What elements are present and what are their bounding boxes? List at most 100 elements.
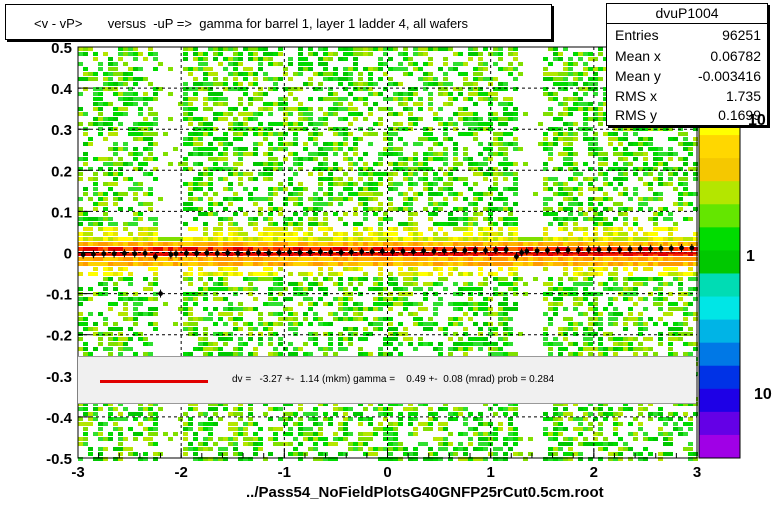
heatmap-cell [333, 412, 338, 416]
heatmap-cell [303, 117, 308, 121]
heatmap-cell [493, 132, 498, 136]
heatmap-cell [338, 127, 343, 131]
heatmap-cell [188, 402, 193, 406]
heatmap-cell [148, 227, 153, 231]
heatmap-cell [513, 107, 518, 111]
heatmap-cell [243, 127, 248, 131]
heatmap-cell [268, 172, 273, 176]
heatmap-cell [368, 197, 373, 201]
heatmap-cell [113, 337, 118, 341]
heatmap-cell [108, 57, 113, 61]
heatmap-cell [88, 262, 93, 266]
heatmap-cell [383, 447, 388, 451]
heatmap-cell [143, 297, 148, 301]
heatmap-cell [323, 262, 328, 266]
heatmap-cell [348, 277, 353, 281]
heatmap-cell [128, 102, 133, 106]
heatmap-cell [343, 337, 348, 341]
heatmap-cell [623, 337, 628, 341]
heatmap-cell [83, 412, 88, 416]
heatmap-cell [438, 347, 443, 351]
heatmap-cell [243, 107, 248, 111]
heatmap-cell [303, 62, 308, 66]
heatmap-cell [293, 282, 298, 286]
heatmap-cell [588, 142, 593, 146]
heatmap-cell [193, 457, 198, 461]
heatmap-cell [603, 402, 608, 406]
heatmap-cell [578, 87, 583, 91]
heatmap-cell [273, 167, 278, 171]
heatmap-cell [343, 197, 348, 201]
heatmap-cell [458, 442, 463, 446]
heatmap-cell [158, 242, 163, 246]
heatmap-cell [183, 182, 188, 186]
heatmap-cell [338, 452, 343, 456]
heatmap-cell [273, 242, 278, 246]
heatmap-cell [138, 262, 143, 266]
heatmap-cell [213, 287, 218, 291]
heatmap-cell [153, 157, 158, 161]
heatmap-cell [533, 242, 538, 246]
heatmap-cell [548, 142, 553, 146]
heatmap-cell [223, 407, 228, 411]
heatmap-cell [323, 412, 328, 416]
heatmap-cell [183, 422, 188, 426]
heatmap-cell [548, 77, 553, 81]
heatmap-cell [273, 227, 278, 231]
heatmap-cell [488, 97, 493, 101]
heatmap-cell [503, 222, 508, 226]
heatmap-cell [93, 92, 98, 96]
heatmap-cell [243, 147, 248, 151]
heatmap-cell [373, 67, 378, 71]
heatmap-cell [498, 207, 503, 211]
heatmap-cell [288, 122, 293, 126]
heatmap-cell [413, 172, 418, 176]
heatmap-cell [568, 247, 573, 251]
heatmap-cell [383, 237, 388, 241]
heatmap-cell [358, 172, 363, 176]
heatmap-cell [558, 82, 563, 86]
heatmap-cell [443, 202, 448, 206]
heatmap-cell [383, 97, 388, 101]
heatmap-cell [563, 242, 568, 246]
heatmap-cell [613, 422, 618, 426]
heatmap-cell [618, 452, 623, 456]
heatmap-cell [308, 47, 313, 51]
heatmap-cell [83, 317, 88, 321]
heatmap-cell [123, 192, 128, 196]
heatmap-cell [593, 187, 598, 191]
heatmap-cell [298, 432, 303, 436]
heatmap-cell [448, 97, 453, 101]
heatmap-cell [193, 247, 198, 251]
heatmap-cell [113, 117, 118, 121]
heatmap-cell [463, 182, 468, 186]
heatmap-cell [298, 452, 303, 456]
heatmap-cell [83, 327, 88, 331]
heatmap-cell [133, 102, 138, 106]
heatmap-cell [168, 437, 173, 441]
heatmap-cell [558, 222, 563, 226]
heatmap-cell [268, 257, 273, 261]
heatmap-cell [583, 242, 588, 246]
heatmap-cell [433, 267, 438, 271]
heatmap-cell [373, 92, 378, 96]
heatmap-cell [573, 437, 578, 441]
heatmap-cell [78, 302, 83, 306]
heatmap-cell [428, 282, 433, 286]
heatmap-cell [343, 87, 348, 91]
heatmap-cell [413, 52, 418, 56]
heatmap-cell [483, 277, 488, 281]
heatmap-cell [623, 237, 628, 241]
heatmap-cell [178, 417, 183, 421]
heatmap-cell [598, 52, 603, 56]
heatmap-cell [608, 197, 613, 201]
heatmap-cell [588, 327, 593, 331]
heatmap-cell [283, 232, 288, 236]
heatmap-cell [298, 187, 303, 191]
heatmap-cell [513, 247, 518, 251]
heatmap-cell [458, 132, 463, 136]
heatmap-cell [423, 127, 428, 131]
heatmap-cell [573, 402, 578, 406]
heatmap-cell [283, 197, 288, 201]
heatmap-cell [373, 327, 378, 331]
